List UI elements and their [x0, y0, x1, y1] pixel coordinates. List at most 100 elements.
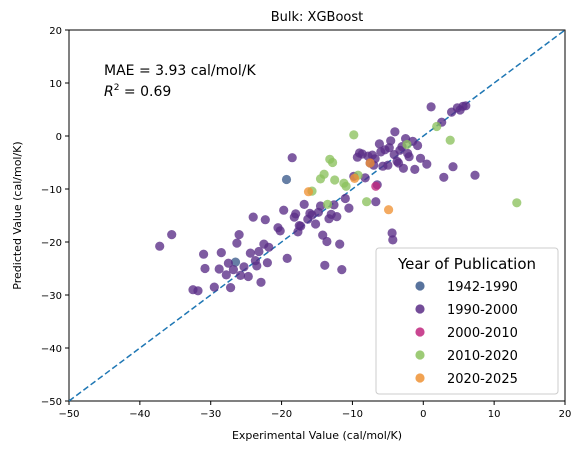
data-point-1990-2000	[374, 139, 384, 149]
data-point-1990-2000	[299, 199, 309, 209]
data-point-1990-2000	[282, 253, 292, 263]
data-point-1990-2000	[360, 173, 370, 183]
r2-value: = 0.69	[119, 84, 171, 100]
data-point-1990-2000	[199, 249, 209, 259]
y-tick-label: 10	[49, 79, 62, 90]
data-point-1990-2000	[264, 242, 274, 252]
data-point-1990-2000	[254, 246, 264, 257]
data-point-1990-2000	[221, 270, 231, 280]
legend-marker	[415, 350, 425, 360]
y-tick-label: −10	[41, 185, 62, 196]
legend-label: 2010-2020	[447, 349, 518, 364]
data-point-1990-2000	[239, 262, 249, 272]
data-point-1990-2000	[279, 205, 289, 215]
y-tick-label: −40	[41, 344, 62, 355]
r2-superscript: 2	[114, 83, 120, 93]
y-tick-label: 20	[49, 26, 62, 37]
y-tick-label: −50	[41, 397, 62, 408]
data-point-1990-2000	[470, 170, 480, 180]
y-tick-label: −20	[41, 238, 62, 249]
data-point-1990-2000	[311, 219, 321, 229]
data-point-1990-2000	[228, 265, 238, 275]
data-point-1990-2000	[167, 230, 177, 240]
data-point-1990-2000	[214, 264, 224, 274]
data-point-1990-2000	[410, 164, 420, 174]
data-point-1990-2000	[422, 159, 432, 169]
data-point-1990-2000	[404, 152, 414, 162]
data-point-1990-2000	[371, 197, 381, 207]
data-point-1990-2000	[322, 236, 332, 247]
data-point-2020-2025	[350, 173, 360, 183]
x-tick-label: 0	[420, 409, 426, 420]
data-point-1990-2000	[415, 153, 426, 163]
x-tick-label: −30	[200, 409, 221, 420]
x-tick-label: 20	[559, 409, 572, 420]
r2-annotation: R2 = 0.69	[104, 83, 171, 100]
data-point-1990-2000	[234, 230, 244, 240]
data-point-1990-2000	[200, 263, 210, 274]
legend-marker	[415, 327, 425, 337]
data-point-2010-2020	[349, 130, 359, 140]
data-point-1990-2000	[193, 286, 203, 296]
data-point-2010-2020	[402, 139, 412, 150]
data-point-1990-2000	[461, 101, 471, 111]
y-tick-label: 0	[56, 132, 62, 143]
data-point-1990-2000	[335, 239, 345, 249]
data-point-1990-2000	[340, 193, 350, 204]
x-axis-ticks: −50 −40 −30 −20 −10 0 10 20	[58, 401, 571, 420]
legend-label: 2020-2025	[447, 372, 518, 387]
mae-annotation: MAE = 3.93 cal/mol/K	[104, 63, 256, 79]
data-point-1990-2000	[155, 241, 165, 251]
x-tick-label: −20	[271, 409, 292, 420]
data-point-1990-2000	[248, 212, 258, 222]
x-tick-label: −50	[58, 409, 79, 420]
x-tick-label: −40	[129, 409, 150, 420]
data-point-1990-2000	[354, 148, 365, 158]
data-point-1990-2000	[387, 228, 397, 238]
data-point-1990-2000	[390, 127, 400, 137]
data-point-2010-2020	[341, 181, 351, 191]
data-point-1990-2000	[252, 261, 262, 271]
data-points-group	[155, 101, 522, 296]
y-axis-ticks: −50 −40 −30 −20 −10 0 10 20	[41, 26, 69, 408]
data-point-2010-2020	[445, 135, 455, 145]
x-tick-label: 10	[488, 409, 501, 420]
data-point-1990-2000	[383, 160, 393, 170]
r2-symbol: R	[104, 84, 114, 100]
data-point-2020-2025	[303, 187, 314, 197]
data-point-1990-2000	[413, 140, 423, 151]
legend-marker	[415, 373, 425, 383]
data-point-1990-2000	[388, 235, 398, 245]
x-tick-label: −10	[342, 409, 363, 420]
data-point-1990-2000	[287, 153, 297, 163]
legend-marker	[415, 281, 425, 291]
data-point-1990-2000	[256, 277, 266, 287]
data-point-2010-2020	[432, 121, 442, 132]
data-point-2010-2020	[323, 199, 333, 209]
data-point-1990-2000	[439, 172, 449, 182]
data-point-1990-2000	[223, 258, 233, 268]
data-point-1990-2000	[384, 143, 394, 153]
legend-marker	[415, 304, 425, 314]
data-point-2020-2025	[365, 158, 375, 168]
legend-title: Year of Publication	[397, 255, 536, 273]
data-point-1990-2000	[243, 271, 253, 282]
data-point-1942-1990	[230, 257, 241, 267]
data-point-1990-2000	[448, 162, 458, 172]
data-point-1990-2000	[209, 282, 219, 292]
y-axis-label: Predicted Value (cal/mol/K)	[11, 141, 24, 289]
chart-title: Bulk: XGBoost	[271, 10, 364, 25]
data-point-1990-2000	[426, 102, 436, 112]
data-point-2010-2020	[330, 175, 340, 185]
data-point-1990-2000	[235, 270, 246, 280]
data-point-1990-2000	[386, 136, 396, 146]
x-axis-label: Experimental Value (cal/mol/K)	[232, 429, 402, 442]
data-point-1990-2000	[291, 209, 301, 219]
data-point-1990-2000	[275, 226, 285, 236]
data-point-1990-2000	[226, 283, 236, 293]
data-point-2010-2020	[512, 198, 522, 208]
y-tick-label: −30	[41, 291, 62, 302]
data-point-1990-2000	[296, 221, 306, 231]
data-point-2000-2010	[371, 181, 381, 191]
